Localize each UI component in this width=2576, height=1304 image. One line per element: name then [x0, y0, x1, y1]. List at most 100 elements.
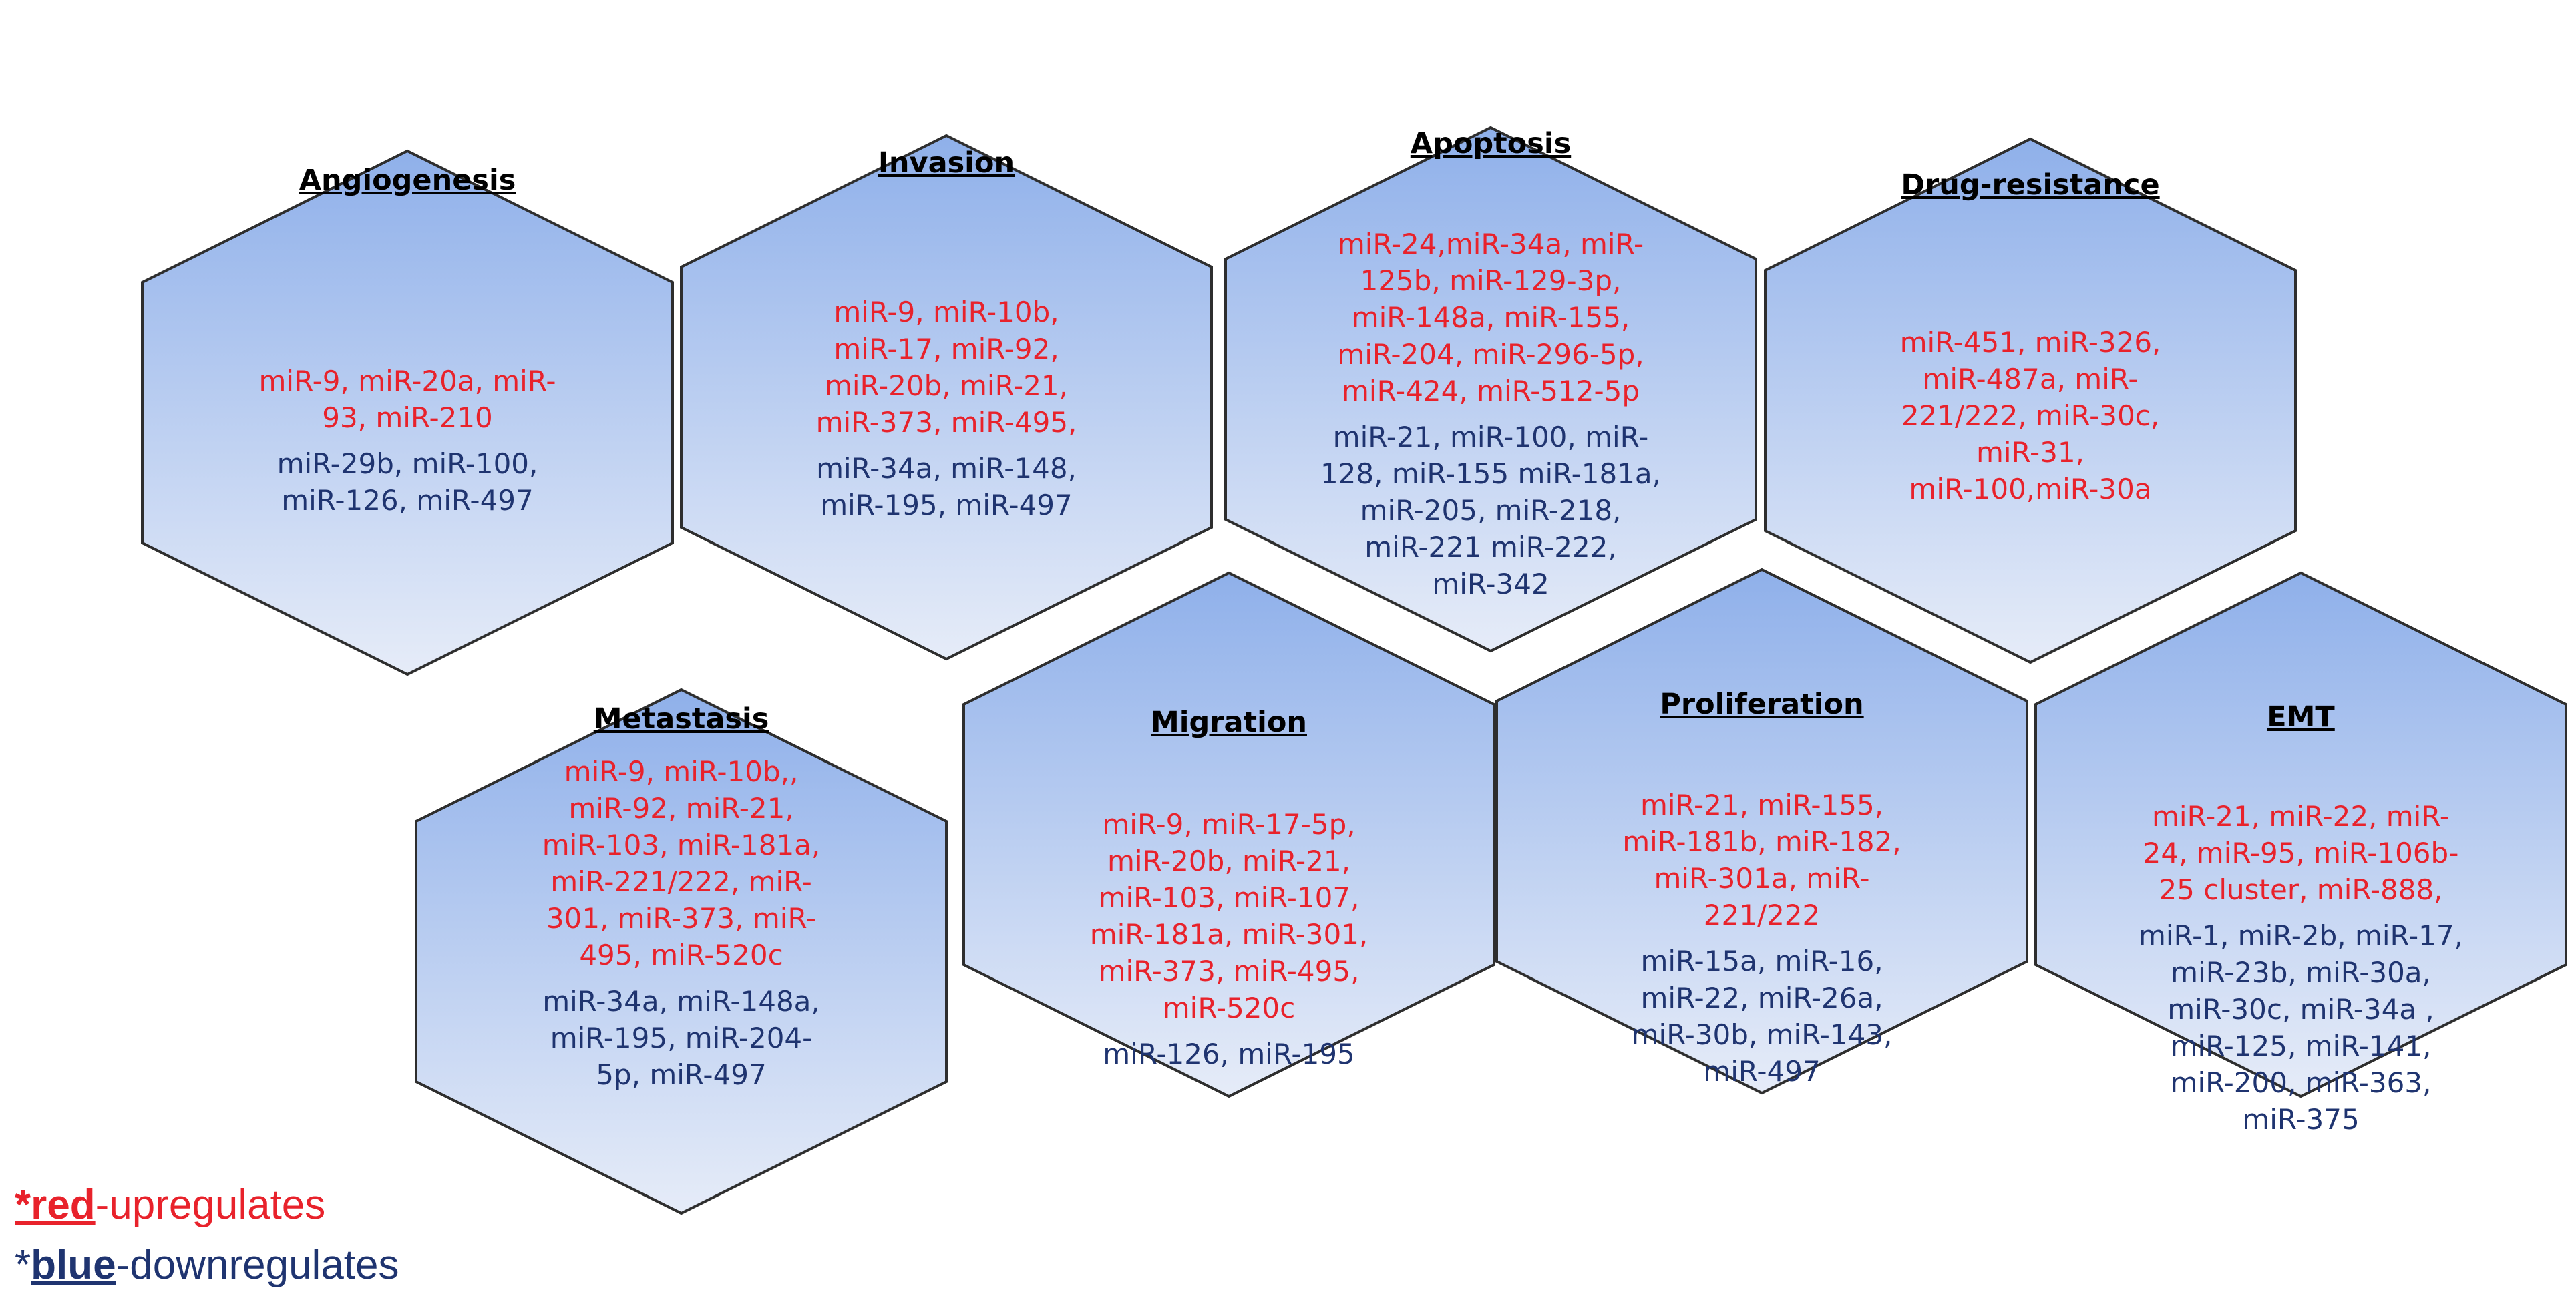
mirna-line: miR-92, miR-21,	[568, 792, 794, 825]
upregulated-mirna-list: miR-9, miR-17-5p, miR-20b, miR-21, miR-1…	[1042, 806, 1416, 1026]
mirna-line: miR-221/222, miR-	[550, 865, 812, 898]
mirna-line: miR-30c, miR-34a ,	[2167, 993, 2434, 1026]
hexagon-content: miR-21, miR-22, miR- 24, miR-95, miR-106…	[2114, 798, 2488, 1138]
mirna-line: miR-373, miR-495,	[1098, 955, 1360, 988]
hexagon-title: EMT	[2267, 700, 2335, 734]
mirna-line: miR-205, miR-218,	[1360, 494, 1622, 527]
hexagon-proliferation: Proliferation miR-21, miR-155, miR-181b,…	[1495, 568, 2029, 1095]
mirna-line: miR-21, miR-22, miR-	[2152, 800, 2450, 833]
hexagon-title: Proliferation	[1660, 688, 1864, 721]
legend-blue-word: blue	[31, 1242, 116, 1288]
hexagon-content: miR-9, miR-10b, miR-17, miR-92, miR-20b,…	[759, 294, 1133, 523]
mirna-line: miR-148a, miR-155,	[1351, 301, 1630, 334]
hexagon-content: miR-9, miR-20a, miR- 93, miR-210 miR-29b…	[220, 363, 594, 519]
mirna-line: miR-204, miR-296-5p,	[1337, 338, 1644, 371]
mirna-line: miR-15a, miR-16,	[1640, 945, 1883, 977]
mirna-line: miR-30b, miR-143,	[1631, 1018, 1893, 1051]
hexagon-emt: EMT miR-21, miR-22, miR- 24, miR-95, miR…	[2034, 571, 2568, 1136]
mirna-line: miR-424, miR-512-5p	[1341, 375, 1640, 407]
mirna-line: 25 cluster, miR-888,	[2159, 873, 2443, 906]
mirna-line: miR-34a, miR-148,	[816, 452, 1077, 485]
mirna-line: miR-126, miR-195	[1103, 1038, 1355, 1070]
mirna-line: miR-34a, miR-148a,	[542, 985, 820, 1018]
mirna-line: 221/222	[1703, 899, 1821, 931]
legend-upregulates: *red-upregulates	[15, 1175, 399, 1235]
legend-downregulates: *blue-downregulates	[15, 1235, 399, 1295]
mirna-line: miR-487a, miR-	[1922, 363, 2139, 395]
mirna-line: miR-221 miR-222,	[1364, 531, 1617, 564]
mirna-line: miR-20b, miR-21,	[824, 369, 1069, 402]
hexagon-content: miR-24,miR-34a, miR- 125b, miR-129-3p, m…	[1304, 226, 1678, 602]
hexagon-drug-resistance: Drug-resistance miR-451, miR-326, miR-48…	[1763, 137, 2297, 664]
mirna-line: miR-22, miR-26a,	[1640, 982, 1883, 1014]
mirna-line: miR-29b, miR-100,	[277, 447, 538, 480]
hexagon-title: Apoptosis	[1410, 127, 1572, 160]
mirna-line: miR-9, miR-17-5p,	[1102, 808, 1356, 841]
mirna-line: miR-301a, miR-	[1654, 862, 1870, 895]
hexagon-title: Angiogenesis	[299, 164, 516, 197]
downregulated-mirna-list: miR-34a, miR-148, miR-195, miR-497	[759, 450, 1133, 523]
downregulated-mirna-list: miR-21, miR-100, miR- 128, miR-155 miR-1…	[1304, 419, 1678, 602]
mirna-line: 125b, miR-129-3p,	[1360, 264, 1622, 297]
mirna-line: miR-125, miR-141,	[2170, 1030, 2432, 1062]
mirna-line: miR-9, miR-10b,	[834, 296, 1059, 329]
downregulated-mirna-list: miR-29b, miR-100, miR-126, miR-497	[220, 445, 594, 519]
hexagon-title: Metastasis	[593, 702, 769, 736]
mirna-line: miR-497	[1703, 1055, 1821, 1088]
upregulated-mirna-list: miR-9, miR-20a, miR- 93, miR-210	[220, 363, 594, 436]
hexagon-invasion: Invasion miR-9, miR-10b, miR-17, miR-92,…	[679, 134, 1214, 661]
mirna-line: miR-21, miR-100, miR-	[1332, 421, 1649, 453]
mirna-line: miR-520c	[1162, 992, 1296, 1024]
mirna-line: miR-451, miR-326,	[1899, 326, 2161, 359]
upregulated-mirna-list: miR-24,miR-34a, miR- 125b, miR-129-3p, m…	[1304, 226, 1678, 409]
hexagon-content: miR-451, miR-326, miR-487a, miR- 221/222…	[1843, 324, 2217, 507]
hexagon-apoptosis: Apoptosis miR-24,miR-34a, miR- 125b, miR…	[1224, 126, 1758, 653]
hexagon-shape	[141, 149, 674, 676]
upregulated-mirna-list: miR-451, miR-326, miR-487a, miR- 221/222…	[1843, 324, 2217, 507]
mirna-line: miR-200, miR-363,	[2170, 1066, 2432, 1099]
mirna-line: 495, miR-520c	[579, 939, 783, 971]
mirna-line: miR-17, miR-92,	[834, 333, 1059, 365]
legend-red-suffix: -upregulates	[95, 1182, 326, 1228]
hexagon-content: miR-9, miR-10b,, miR-92, miR-21, miR-103…	[494, 753, 868, 1093]
legend-red-word: red	[31, 1182, 96, 1228]
mirna-line: 128, miR-155 miR-181a,	[1320, 457, 1662, 490]
downregulated-mirna-list: miR-15a, miR-16, miR-22, miR-26a, miR-30…	[1575, 943, 1949, 1090]
legend: *red-upregulates *blue-downregulates	[15, 1175, 399, 1295]
downregulated-mirna-list: miR-34a, miR-148a, miR-195, miR-204- 5p,…	[494, 983, 868, 1093]
hexagon-shape	[962, 571, 1495, 1098]
hexagon-shape	[2034, 571, 2567, 1098]
mirna-line: 5p, miR-497	[596, 1058, 767, 1091]
hexagon-title: Drug-resistance	[1901, 168, 2160, 202]
hexagon-title: Migration	[1151, 706, 1307, 739]
mirna-line: miR-9, miR-20a, miR-	[258, 365, 556, 397]
upregulated-mirna-list: miR-9, miR-10b,, miR-92, miR-21, miR-103…	[494, 753, 868, 973]
mirna-line: miR-23b, miR-30a,	[2171, 956, 2431, 989]
upregulated-mirna-list: miR-21, miR-155, miR-181b, miR-182, miR-…	[1575, 787, 1949, 933]
mirna-line: miR-103, miR-181a,	[542, 829, 821, 861]
downregulated-mirna-list: miR-126, miR-195	[1042, 1036, 1416, 1072]
mirna-line: miR-126, miR-497	[281, 484, 534, 517]
legend-blue-prefix: *	[15, 1242, 31, 1288]
mirna-line: miR-1, miR-2b, miR-17,	[2139, 919, 2463, 952]
hexagon-shape	[415, 688, 948, 1215]
mirna-line: miR-9, miR-10b,,	[564, 755, 799, 788]
downregulated-mirna-list: miR-1, miR-2b, miR-17, miR-23b, miR-30a,…	[2114, 917, 2488, 1138]
hexagon-migration: Migration miR-9, miR-17-5p, miR-20b, miR…	[962, 571, 1496, 1098]
mirna-line: 24, miR-95, miR-106b-	[2143, 837, 2459, 869]
hexagon-shape	[1224, 126, 1757, 653]
hexagon-angiogenesis: Angiogenesis miR-9, miR-20a, miR- 93, mi…	[140, 149, 675, 676]
mirna-line: miR-31,	[1976, 436, 2084, 469]
hexagon-title: Invasion	[878, 146, 1015, 180]
legend-red-prefix: *	[15, 1182, 31, 1228]
upregulated-mirna-list: miR-21, miR-22, miR- 24, miR-95, miR-106…	[2114, 798, 2488, 908]
mirna-line: miR-195, miR-204-	[550, 1022, 813, 1054]
hexagon-content: miR-9, miR-17-5p, miR-20b, miR-21, miR-1…	[1042, 806, 1416, 1072]
hexagon-shape	[680, 134, 1213, 661]
mirna-line: miR-20b, miR-21,	[1107, 845, 1351, 877]
mirna-line: miR-342	[1432, 568, 1549, 600]
mirna-line: miR-373, miR-495,	[815, 406, 1077, 439]
mirna-line: miR-195, miR-497	[820, 489, 1073, 521]
mirna-line: miR-375	[2242, 1103, 2360, 1136]
